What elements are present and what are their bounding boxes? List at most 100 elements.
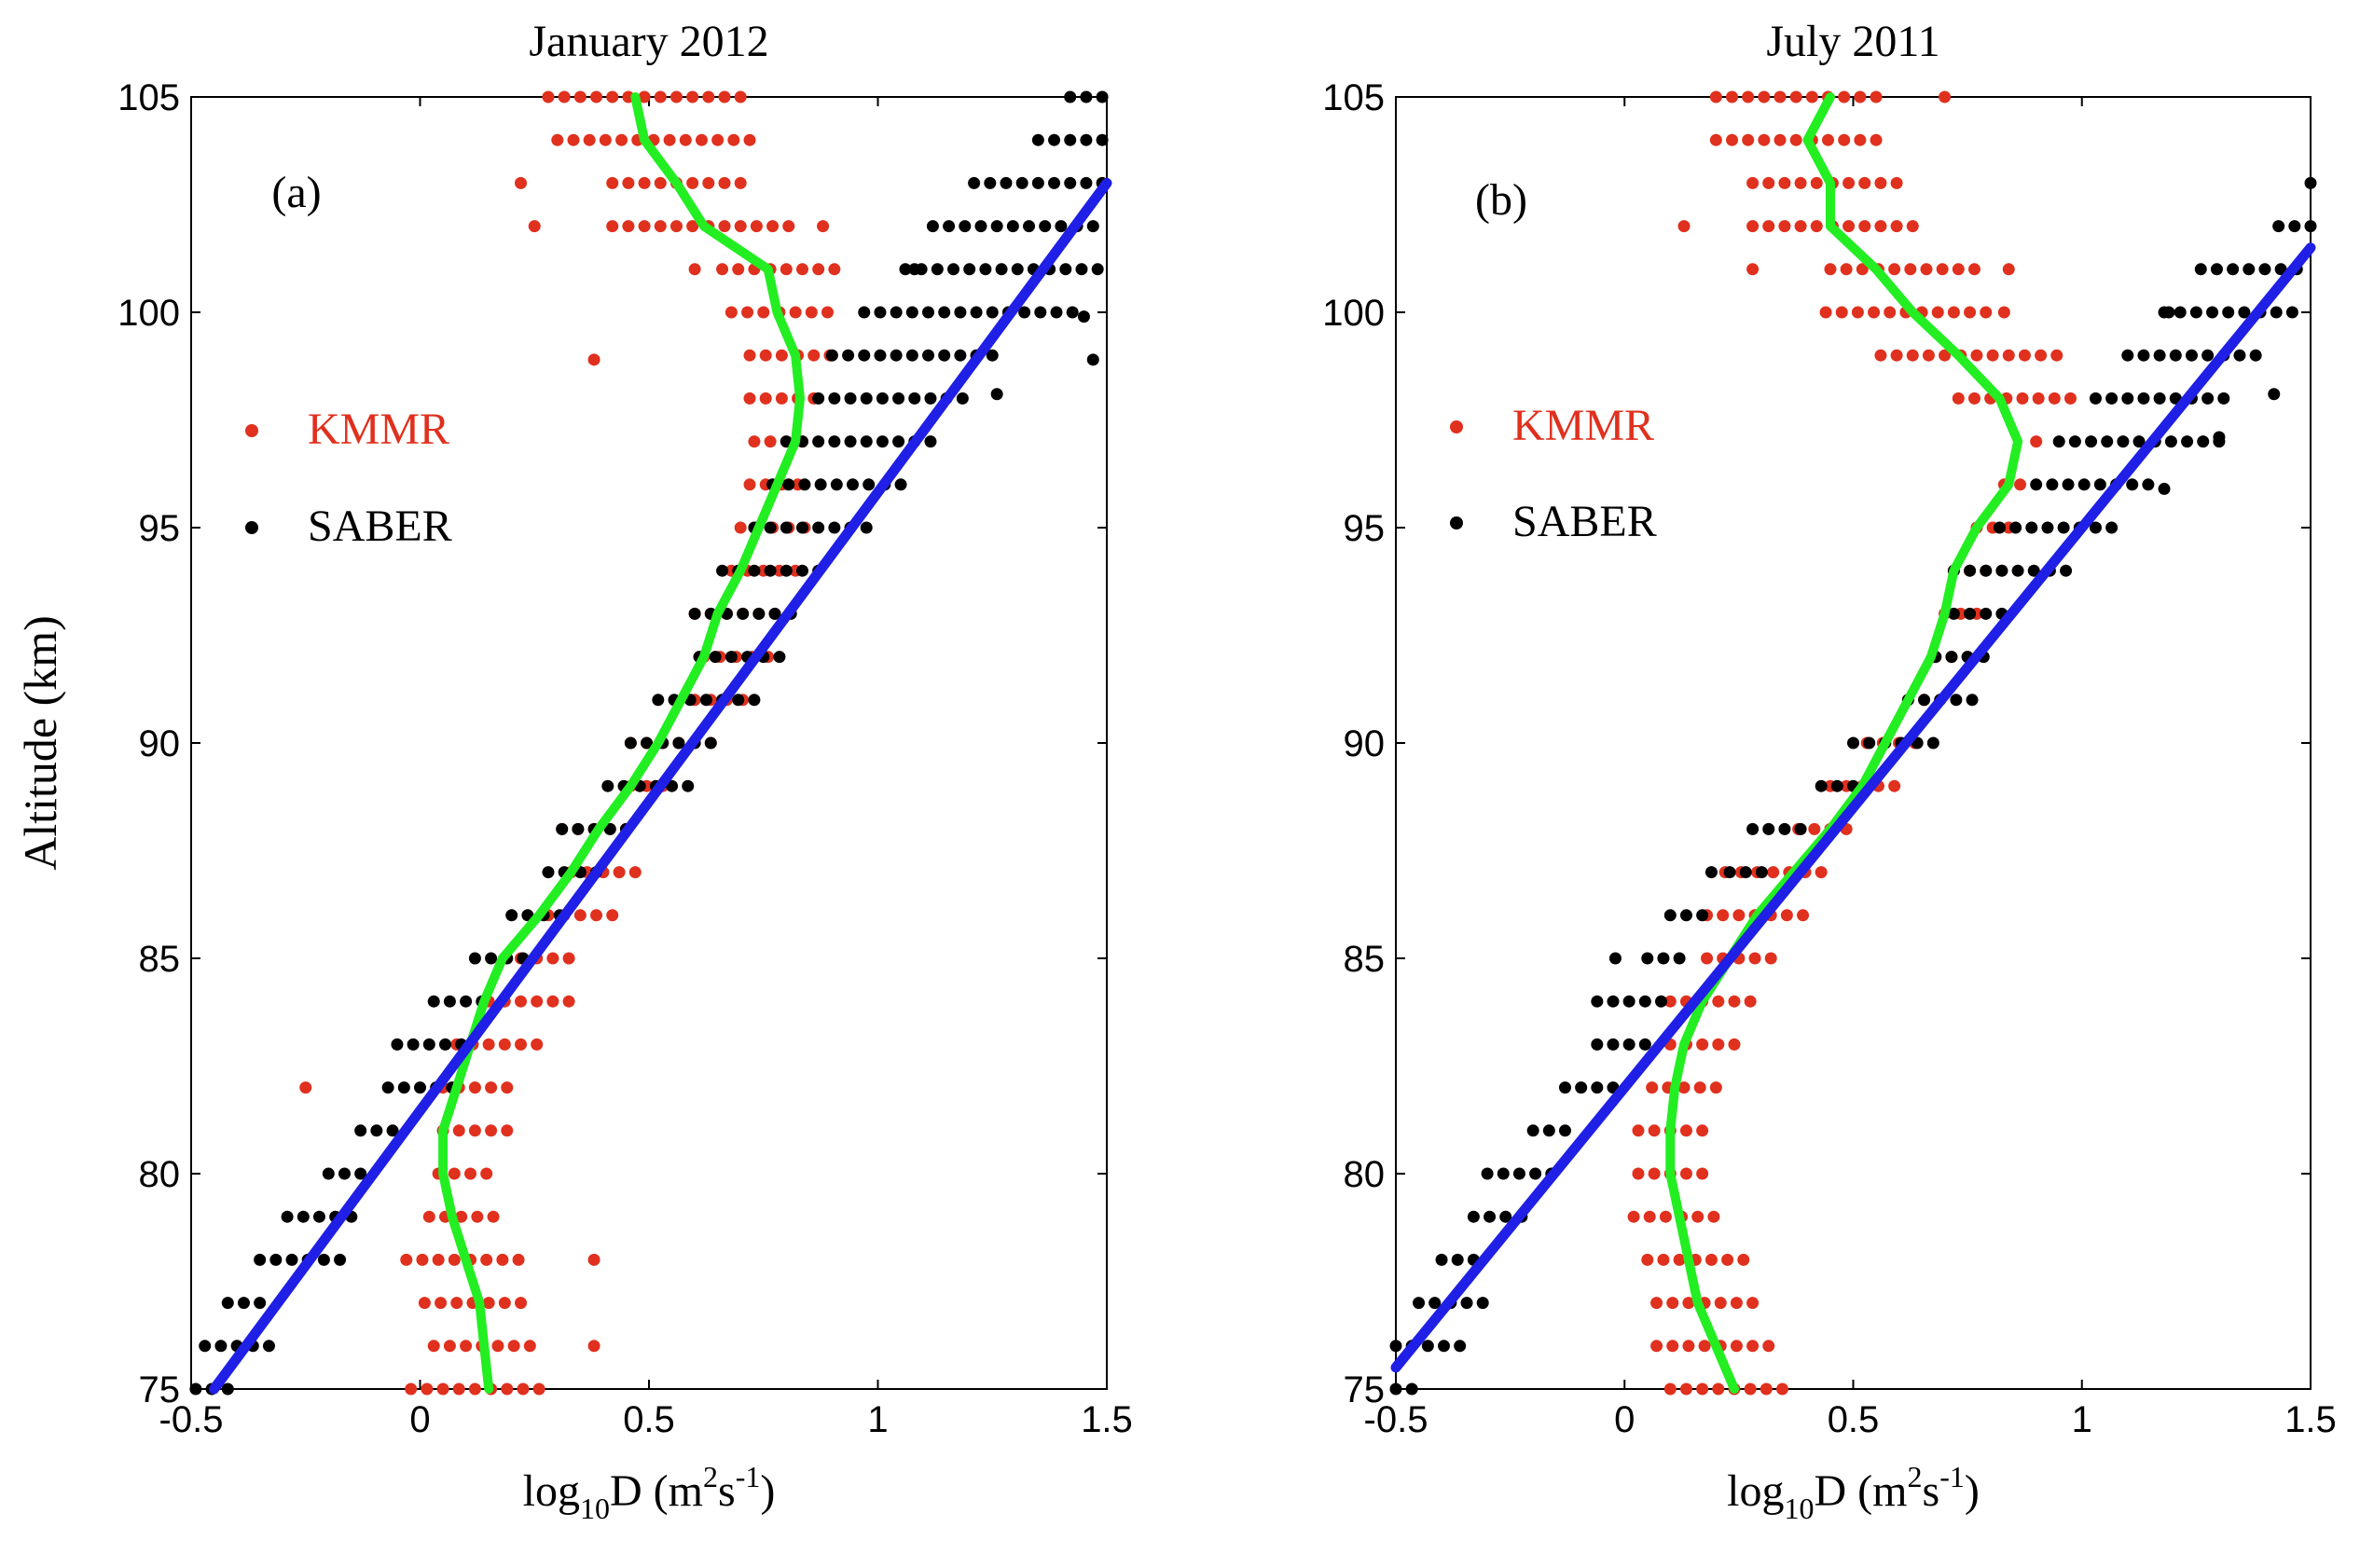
kmmr-point (734, 176, 747, 189)
saber-point (1964, 607, 1977, 620)
saber-point (2233, 349, 2246, 362)
saber-point (1847, 736, 1859, 750)
kmmr-point (1696, 1038, 1709, 1051)
kmmr-point (482, 1038, 495, 1051)
saber-point (908, 392, 921, 405)
saber-point (938, 349, 951, 362)
saber-point (725, 651, 738, 664)
kmmr-point (669, 90, 683, 103)
kmmr-point (1775, 1382, 1788, 1396)
kmmr-point (528, 220, 541, 233)
saber-point (1966, 694, 1979, 707)
kmmr-point (573, 90, 587, 103)
saber-point (959, 220, 972, 233)
saber-point (2117, 435, 2130, 448)
saber-point (1673, 952, 1686, 965)
saber-point (1034, 306, 1047, 319)
kmmr-point (1677, 220, 1691, 233)
kmmr-point (448, 1167, 461, 1180)
saber-point (427, 995, 440, 1008)
kmmr-point (1762, 1340, 1775, 1353)
kmmr-point (487, 1210, 500, 1223)
x-label-mid: s (718, 1466, 736, 1516)
kmmr-point (1810, 220, 1823, 233)
kmmr-point (436, 1382, 449, 1396)
kmmr-point (1714, 1297, 1727, 1310)
saber-point (1591, 1038, 1604, 1051)
legend-kmmr-label: KMMR (308, 405, 449, 454)
saber-point (931, 263, 944, 276)
kmmr-point (1906, 220, 1919, 233)
kmmr-point (1970, 349, 1983, 362)
x-label-mid: s (1923, 1466, 1940, 1516)
plot-area (1389, 90, 2317, 1396)
saber-point (2158, 482, 2171, 495)
kmmr-point (1842, 176, 1856, 189)
saber-point (752, 607, 766, 620)
kmmr-point (1854, 133, 1867, 146)
saber-point (905, 306, 918, 319)
saber-point (1096, 90, 1109, 103)
saber-point (812, 392, 825, 405)
kmmr-point (1884, 306, 1897, 319)
saber-point (1679, 909, 1692, 922)
saber-point (782, 478, 795, 491)
saber-point (2126, 478, 2139, 491)
kmmr-point (1939, 349, 1952, 362)
saber-point (1048, 133, 1061, 146)
kmmr-point (1762, 176, 1775, 189)
saber-point (1066, 306, 1079, 319)
saber-point (773, 651, 786, 664)
kmmr-point (757, 306, 770, 319)
saber-point (1638, 995, 1651, 1008)
saber-point (2194, 263, 2207, 276)
kmmr-point (1666, 1297, 1679, 1310)
kmmr-point (400, 1253, 413, 1266)
saber-point (254, 1297, 267, 1310)
saber-point (990, 220, 1003, 233)
kmmr-point (1870, 133, 1883, 146)
kmmr-point (1874, 349, 1887, 362)
kmmr-point (1704, 1253, 1718, 1266)
saber-point (2052, 435, 2065, 448)
saber-point (1435, 1253, 1448, 1266)
kmmr-point (606, 909, 619, 922)
saber-point (1031, 176, 1044, 189)
saber-point (764, 564, 777, 577)
kmmr-point (711, 133, 725, 146)
kmmr-point (2048, 392, 2061, 405)
y-tick-label: 95 (139, 508, 181, 549)
kmmr-point (628, 866, 642, 879)
plot-area (189, 90, 1112, 1396)
saber-point (1048, 176, 1061, 189)
kmmr-point (515, 1297, 528, 1310)
saber-point (704, 736, 717, 750)
x-label-base: log (523, 1466, 580, 1516)
kmmr-point (515, 176, 528, 189)
saber-point (2105, 521, 2118, 534)
kmmr-point (654, 176, 667, 189)
kmmr-point (764, 435, 777, 448)
saber-point (812, 435, 825, 448)
saber-point (1497, 1167, 1510, 1180)
saber-point (825, 349, 838, 362)
saber-point (2027, 564, 2040, 577)
saber-point (381, 1081, 394, 1094)
saber-point (899, 263, 912, 276)
x-tick-label: 1.5 (2284, 1399, 2337, 1440)
x-label-var: D (m (1815, 1466, 1908, 1516)
saber-point (370, 1124, 383, 1137)
kmmr-point (1767, 866, 1780, 879)
saber-point (1591, 1081, 1604, 1094)
y-tick-label: 100 (117, 293, 180, 334)
saber-point (2238, 306, 2251, 319)
kmmr-point (1707, 1210, 1720, 1223)
kmmr-point (1874, 176, 1887, 189)
kmmr-point (455, 1210, 468, 1223)
saber-point (1096, 133, 1109, 146)
kmmr-point (686, 176, 699, 189)
saber-point (2137, 392, 2150, 405)
kmmr-point (1657, 1253, 1670, 1266)
kmmr-point (1778, 220, 1791, 233)
saber-point (979, 263, 992, 276)
